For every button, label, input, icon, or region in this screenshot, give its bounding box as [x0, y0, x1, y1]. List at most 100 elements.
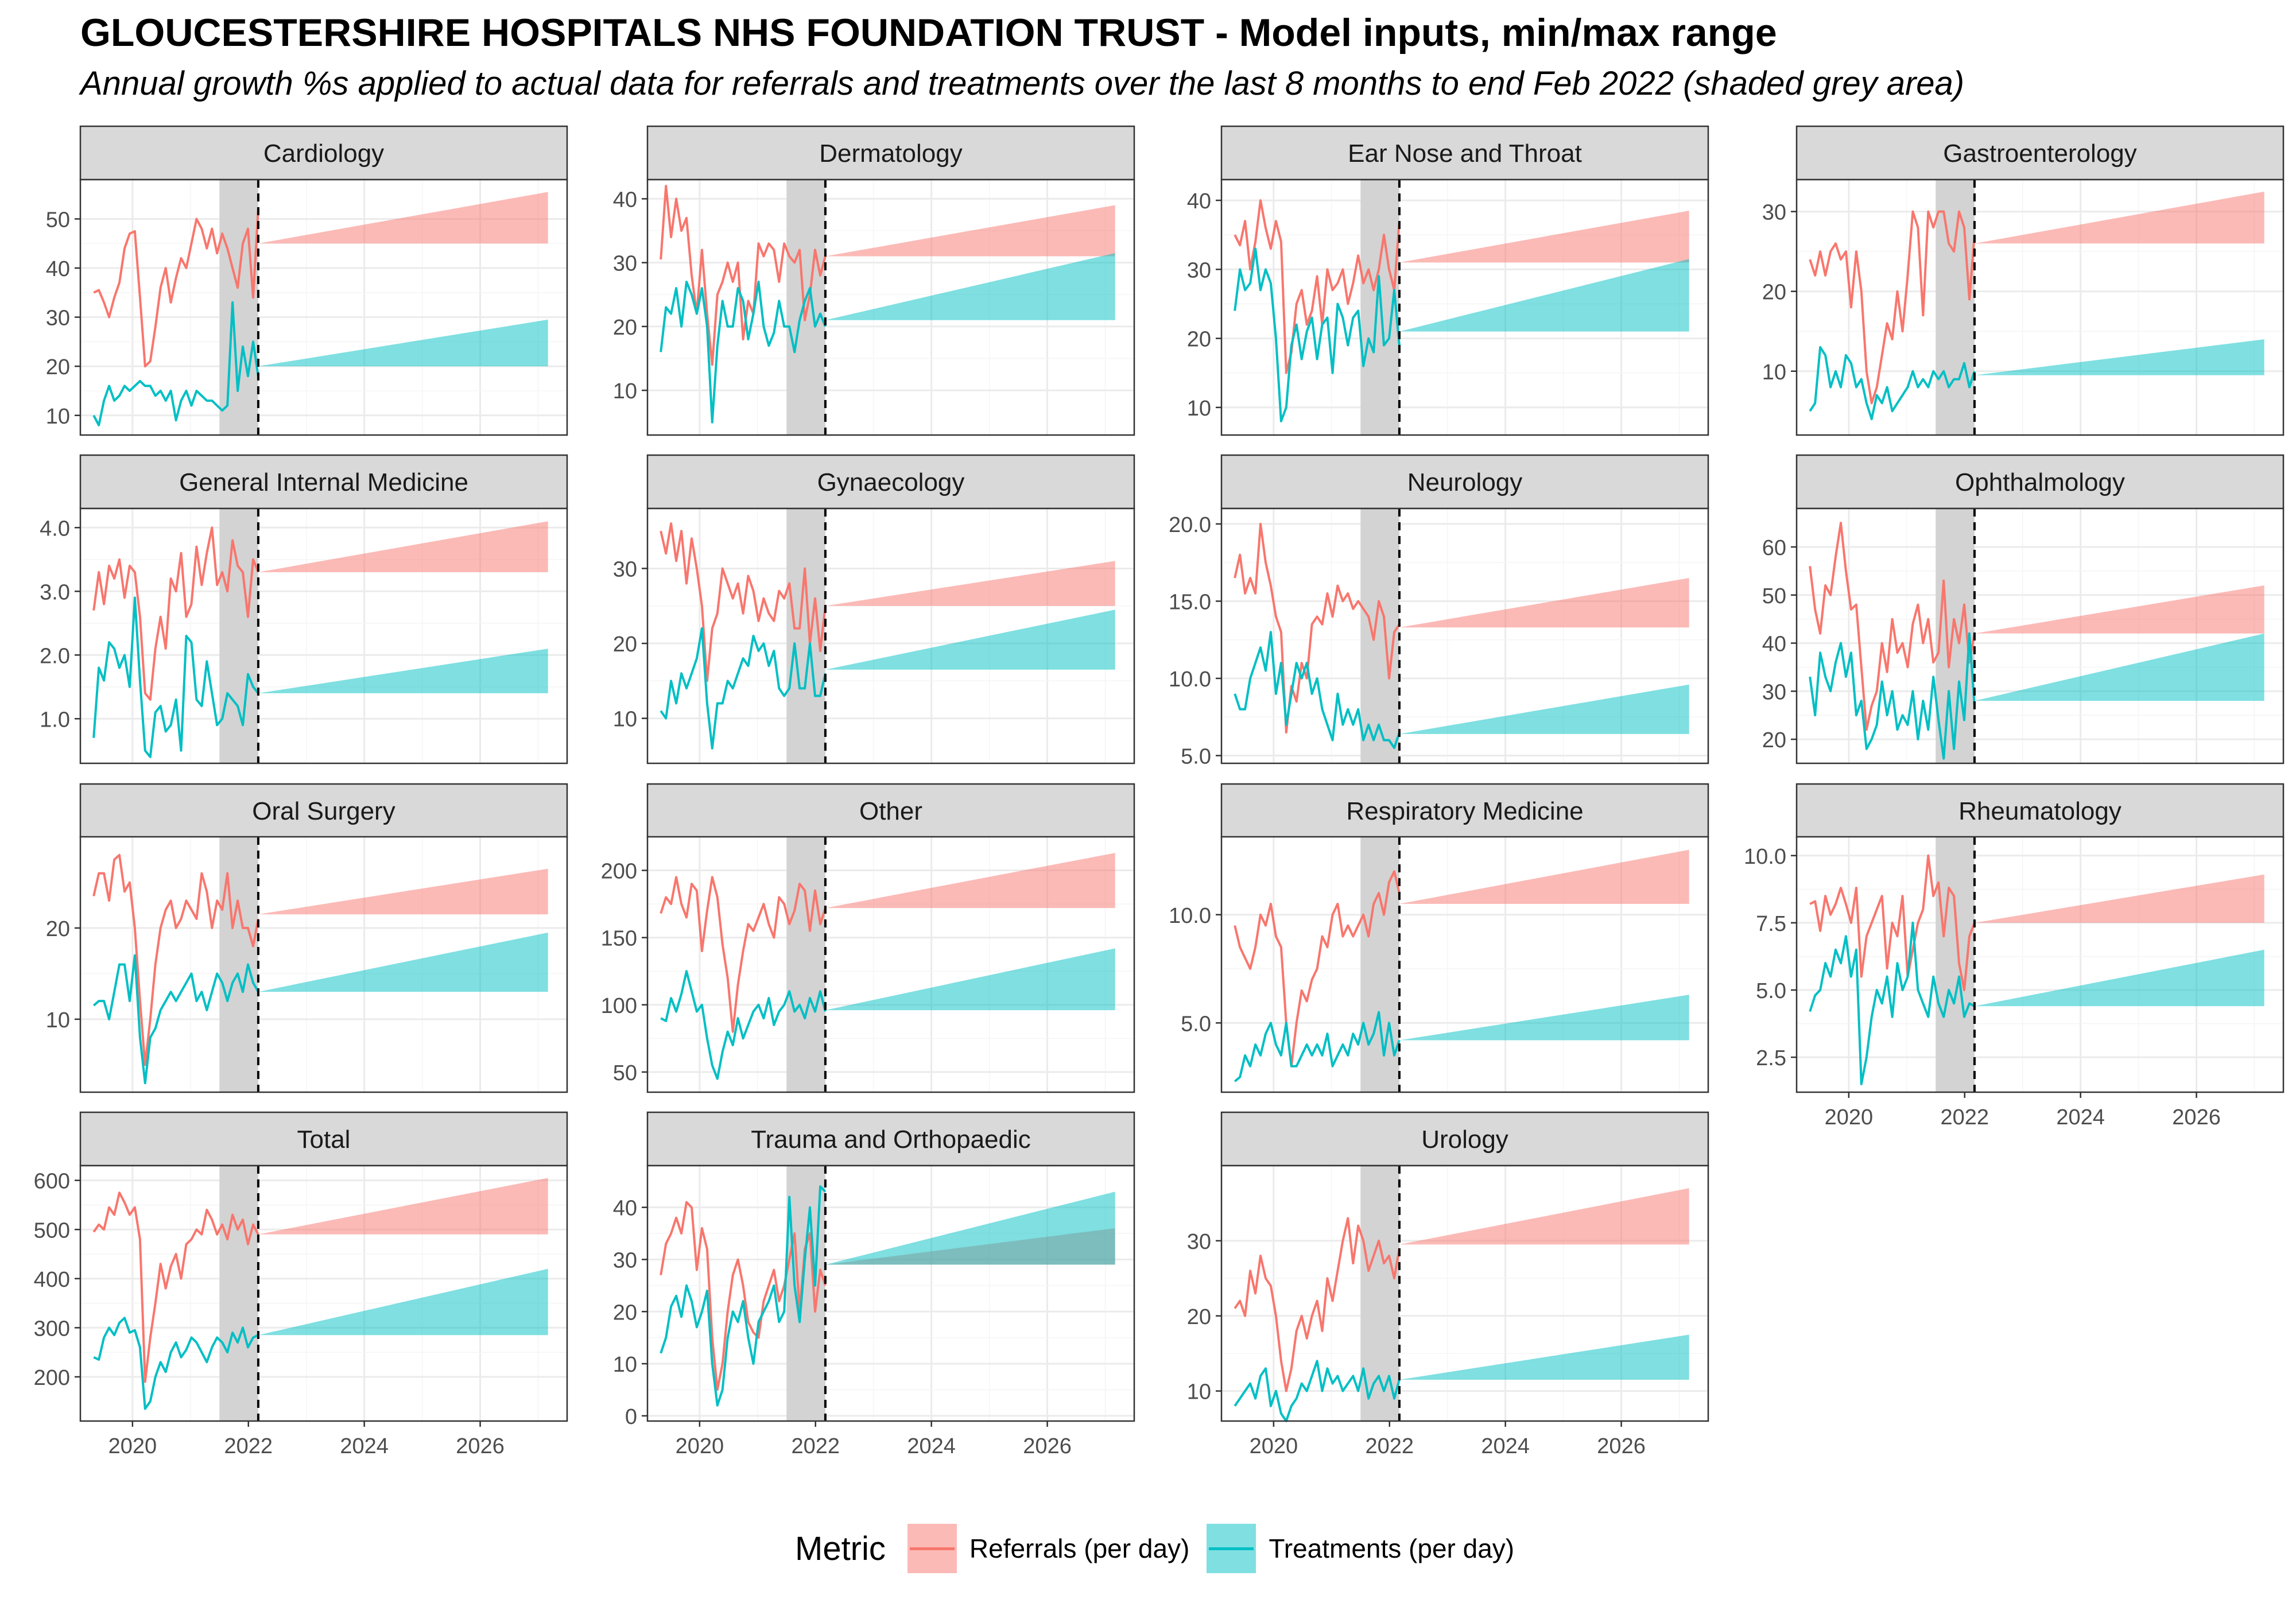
referrals-projection-ribbon [1974, 585, 2264, 634]
treatments-projection-ribbon [1399, 995, 1689, 1041]
y-tick-label: 20 [613, 1301, 637, 1325]
panel-strip-label: Gastroenterology [1943, 139, 2137, 168]
x-tick-label: 2024 [907, 1434, 956, 1458]
treatments-line [92, 596, 259, 758]
treatments-projection-ribbon [1399, 1334, 1689, 1380]
panel-trauma-and-orthopaedic: Trauma and Orthopaedic 0 10 20 30 40 2020 2022 2… [613, 1111, 1135, 1458]
shaded-period [786, 180, 825, 435]
y-tick-label: 40 [613, 188, 637, 212]
y-tick-label: 2.5 [1756, 1046, 1786, 1070]
panel-strip [646, 783, 1135, 839]
x-tick-label: 2026 [456, 1434, 505, 1458]
y-tick-label: 3.0 [40, 580, 70, 604]
panel-gynaecology: Gynaecology 10 20 30 [613, 454, 1135, 764]
treatments-line [92, 301, 259, 426]
x-tick-label: 2022 [224, 1434, 273, 1458]
x-tick-label: 2022 [1365, 1434, 1414, 1458]
treatments-line [1234, 1360, 1401, 1422]
y-tick-label: 60 [1762, 536, 1786, 560]
referrals-line [1234, 522, 1401, 734]
referrals-line [92, 526, 259, 701]
panel-border [1795, 507, 2285, 764]
y-tick-label: 20 [1762, 728, 1786, 752]
y-tick-label: 10.0 [1169, 667, 1211, 692]
y-tick-label: 0 [625, 1405, 637, 1429]
referrals-projection-ribbon [1399, 849, 1689, 904]
referrals-projection-ribbon [825, 561, 1115, 606]
x-tick-label: 2026 [2172, 1105, 2221, 1129]
panel-dermatology: Dermatology 10 20 30 40 [613, 125, 1135, 436]
shaded-period [1936, 837, 1975, 1092]
legend-key-referrals [907, 1524, 957, 1573]
treatments-line [1809, 632, 1976, 760]
panel-strip [79, 783, 568, 839]
referrals-projection-ribbon [825, 853, 1115, 909]
panel-strip [1220, 454, 1709, 510]
panel-strip-label: Urology [1421, 1125, 1508, 1154]
treatments-projection-ribbon [825, 253, 1115, 320]
panel-border [1220, 178, 1709, 436]
panel-strip [1220, 783, 1709, 839]
panel-general-internal-medicine: General Internal Medicine 1.0 2.0 3.0 4.0 [40, 454, 568, 764]
panel-strip-label: General Internal Medicine [179, 468, 468, 496]
panel-ophthalmology: Ophthalmology 20 30 40 50 60 [1762, 454, 2285, 764]
treatments-projection-ribbon [1974, 633, 2264, 701]
y-tick-label: 200 [601, 860, 637, 884]
referrals-line [1809, 522, 1976, 731]
legend-title: Metric [795, 1530, 886, 1567]
panel-strip-label: Total [297, 1125, 351, 1154]
treatments-line [93, 1317, 259, 1410]
y-tick-label: 20 [1762, 281, 1786, 305]
y-tick-label: 10 [613, 708, 637, 732]
panel-border [646, 836, 1135, 1093]
panel-strip [1795, 783, 2285, 839]
y-tick-label: 10 [46, 1008, 70, 1032]
y-tick-label: 20 [46, 355, 70, 379]
x-tick-label: 2020 [108, 1434, 157, 1458]
x-tick-label: 2022 [791, 1434, 840, 1458]
panel-strip [646, 454, 1135, 510]
panel-total: Total 200 300 400 500 600 2020 2022 2024 2026 [34, 1111, 568, 1458]
y-tick-label: 30 [613, 1248, 637, 1272]
referrals-line [93, 209, 259, 368]
shaded-period [219, 180, 258, 435]
y-tick-label: 20 [46, 917, 70, 941]
panel-strip [79, 454, 568, 510]
treatments-projection-ribbon [258, 932, 548, 992]
panel-background [647, 1166, 1134, 1421]
shaded-period [219, 1166, 258, 1421]
treatments-line [660, 627, 827, 750]
y-tick-label: 4.0 [40, 517, 70, 541]
panel-cardiology: Cardiology 10 20 30 40 50 [46, 125, 568, 436]
panel-border [79, 836, 568, 1093]
treatments-projection-ribbon [1399, 684, 1689, 734]
treatments-line [660, 1185, 827, 1407]
referrals-line [660, 876, 827, 1033]
y-tick-label: 40 [1187, 189, 1211, 214]
panel-strip-label: Cardiology [263, 139, 384, 168]
panel-respiratory-medicine: Respiratory Medicine 5.0 10.0 [1169, 783, 1709, 1093]
panel-strip-label: Trauma and Orthopaedic [751, 1125, 1031, 1154]
x-tick-label: 2024 [2056, 1105, 2105, 1129]
referrals-line [92, 853, 259, 1066]
treatments-line [660, 970, 827, 1080]
treatments-projection-ribbon [825, 610, 1115, 670]
panel-strip [1795, 454, 2285, 510]
treatments-projection-ribbon [1974, 339, 2264, 375]
referrals-line [660, 185, 827, 366]
y-tick-label: 5.0 [1756, 979, 1786, 1003]
panel-border [646, 1165, 1135, 1422]
shaded-period [786, 837, 825, 1092]
y-tick-label: 100 [601, 994, 637, 1018]
x-tick-label: 2022 [1940, 1105, 1989, 1129]
y-tick-label: 300 [34, 1317, 70, 1341]
panel-other: Other 50 100 150 200 [601, 783, 1135, 1093]
referrals-projection-ribbon [1399, 578, 1689, 628]
panel-border [79, 507, 568, 764]
referrals-projection-ribbon [1974, 191, 2264, 244]
y-tick-label: 10 [1187, 1380, 1211, 1404]
treatments-projection-ribbon [258, 319, 548, 367]
y-tick-label: 200 [34, 1366, 70, 1390]
treatments-line [1809, 921, 1975, 1085]
panel-strip [1795, 125, 2285, 181]
